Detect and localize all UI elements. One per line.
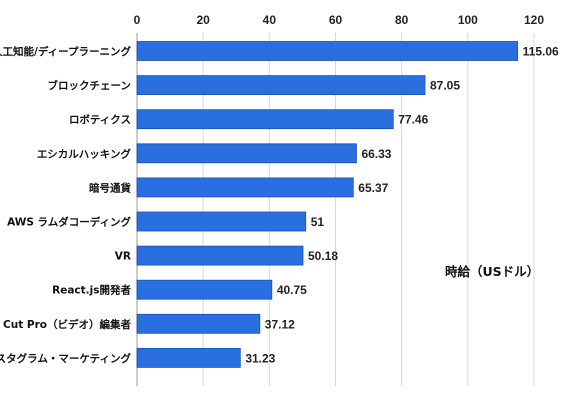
x-tick-label: 100 <box>458 13 478 27</box>
category-labels: 人工知能/ディープラーニングブロックチェーンロボティクスエシカルハッキング暗号通… <box>0 45 131 365</box>
x-tick-label: 40 <box>263 13 277 27</box>
x-axis-tick-labels: 0 20 40 60 80 100 120 <box>134 13 545 27</box>
bar <box>136 211 307 232</box>
category-label: 暗号通貨 <box>89 181 131 194</box>
x-tick-label: 60 <box>329 13 343 27</box>
category-label: VR <box>115 251 131 263</box>
bars <box>136 41 519 368</box>
value-label: 31.23 <box>245 351 275 365</box>
bar <box>136 41 519 61</box>
bar <box>136 143 357 164</box>
bar <box>136 279 273 300</box>
x-tick-label: 20 <box>196 13 210 27</box>
value-label: 40.75 <box>277 283 307 297</box>
category-label: React.js開発者 <box>52 284 131 297</box>
unit-label: 時給（USドル） <box>445 264 539 279</box>
bar <box>136 313 261 334</box>
value-label: 51 <box>311 215 325 229</box>
value-label: 87.05 <box>430 79 460 93</box>
bar <box>136 109 394 130</box>
value-label: 37.12 <box>265 317 295 331</box>
value-label: 115.06 <box>523 45 559 59</box>
value-label: 66.33 <box>361 147 391 161</box>
category-label: 人工知能/ディープラーニング <box>0 45 131 58</box>
bar <box>136 245 304 266</box>
value-label: 77.46 <box>398 113 428 127</box>
x-tick-label: 120 <box>524 13 544 27</box>
value-label: 50.18 <box>308 249 338 263</box>
bar <box>136 347 241 368</box>
category-label: エシカルハッキング <box>37 147 132 160</box>
category-label: インスタグラム・マーケティング <box>0 352 131 365</box>
x-tick-label: 0 <box>134 13 141 27</box>
category-label: Cut Pro（ビデオ）編集者 <box>3 318 131 331</box>
category-label: ロボティクス <box>69 113 131 126</box>
category-label: AWS ラムダコーディング <box>7 216 131 229</box>
value-labels: 115.06 87.05 77.46 66.33 65.37 51 50.18 40.75 37… <box>245 45 559 366</box>
bar <box>136 177 354 198</box>
category-label: ブロックチェーン <box>48 79 131 92</box>
x-tick-label: 80 <box>395 13 409 27</box>
value-label: 65.37 <box>358 181 388 195</box>
bar <box>136 75 426 95</box>
